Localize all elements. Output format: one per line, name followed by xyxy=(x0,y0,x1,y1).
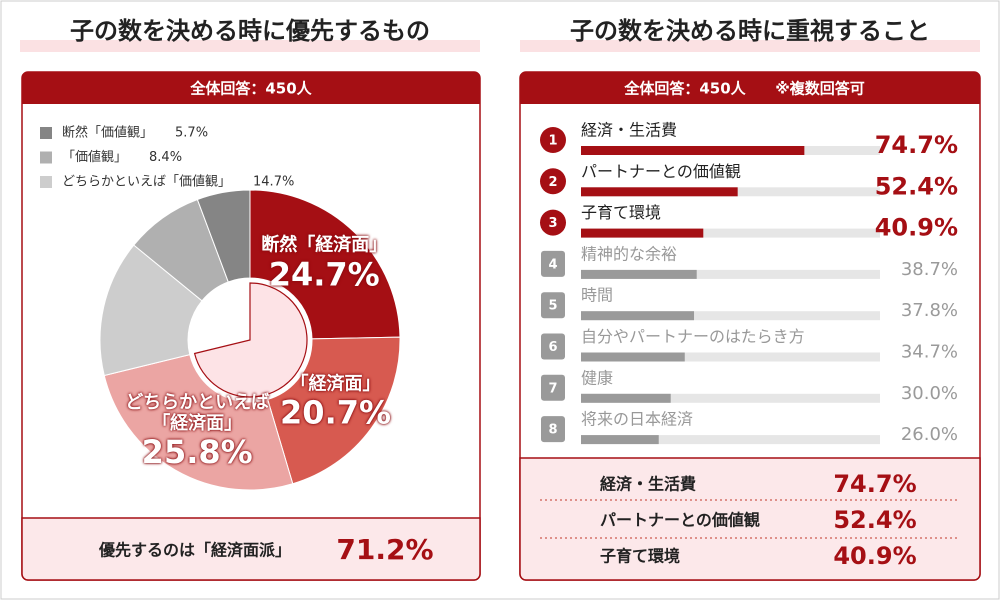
bar xyxy=(581,393,671,403)
value-label: 74.7% xyxy=(875,131,958,159)
highlight-label: 経済・生活費 xyxy=(600,475,696,494)
rank-badge xyxy=(540,209,566,236)
value-label: 34.7% xyxy=(901,342,958,363)
rank-badge xyxy=(540,127,566,153)
highlight-label: 子育て環境 xyxy=(600,547,680,566)
subtitle: 全体回答：450人 xyxy=(189,80,312,98)
value-label: 37.8% xyxy=(901,300,958,321)
slice-value: 24.7% xyxy=(268,255,380,294)
category-label: 経済・生活費 xyxy=(581,121,677,140)
slice-label: 断然「経済面」 24.7% xyxy=(244,234,404,294)
pie-slice xyxy=(249,189,401,340)
slice-label: 「経済面」 20.7% xyxy=(256,372,416,432)
pie-slice xyxy=(196,189,251,283)
slice-category: 「経済面」 xyxy=(290,372,381,394)
rank-badge xyxy=(540,168,566,195)
bar xyxy=(581,187,738,197)
category-label: 自分やパートナーのはたらき方 xyxy=(581,327,805,346)
highlight-value: 40.9% xyxy=(833,542,916,570)
note: ※複数回答可 xyxy=(775,80,865,98)
rank-badge xyxy=(541,292,565,319)
title-underline xyxy=(520,40,980,52)
bar-track xyxy=(581,269,880,279)
legend-swatch xyxy=(40,127,52,139)
rank-badge xyxy=(541,250,565,277)
pie-slice xyxy=(99,244,203,377)
slice-category: 断然「経済面」 xyxy=(261,234,388,256)
slice-value: 20.7% xyxy=(280,393,392,432)
legend-label: 「価値観」 xyxy=(62,149,127,165)
legend-label: 断然「価値観」 xyxy=(62,125,153,141)
bar xyxy=(581,146,805,155)
legend-swatch xyxy=(40,151,52,164)
value-label: 30.0% xyxy=(901,383,958,404)
rank: 2 xyxy=(548,175,557,190)
pie-slice xyxy=(103,354,294,491)
panel-header xyxy=(520,72,980,104)
bar-track xyxy=(581,352,880,362)
slice-label: どちらかといえば「経済面」 25.8% xyxy=(117,391,277,472)
rank: 7 xyxy=(548,381,557,396)
bar xyxy=(581,269,697,279)
category-label: パートナーとの価値観 xyxy=(581,162,741,181)
value-label: 38.7% xyxy=(901,259,958,280)
pie-slice xyxy=(267,336,401,485)
bar-track xyxy=(581,228,880,238)
highlight-label: パートナーとの価値観 xyxy=(600,511,760,530)
value-label: 52.4% xyxy=(875,172,958,200)
bar xyxy=(581,228,704,238)
summary-box xyxy=(519,457,981,581)
rank: 6 xyxy=(548,340,557,355)
category-label: 子育て環境 xyxy=(581,203,661,222)
slice-value: 25.8% xyxy=(141,433,253,472)
summary-label: 優先するのは「経済面派」 xyxy=(98,541,291,560)
bar xyxy=(581,435,659,445)
subtitle: 全体回答：450人 xyxy=(623,80,746,98)
legend-label: どちらかといえば「価値観」 xyxy=(62,174,231,190)
slice-category: どちらかといえば「経済面」 xyxy=(125,391,270,434)
rank-badge xyxy=(541,374,565,401)
title-underline xyxy=(20,40,480,52)
rank-badge xyxy=(541,416,565,443)
bar-track xyxy=(581,393,880,403)
rank: 1 xyxy=(548,134,557,149)
bar xyxy=(581,352,685,362)
chart-title: 子の数を決める時に重視すること xyxy=(570,17,930,45)
summary-value: 71.2% xyxy=(336,533,433,566)
highlight-value: 52.4% xyxy=(833,506,916,534)
value-label: 40.9% xyxy=(875,214,958,242)
bar-track xyxy=(581,435,880,445)
legend-value: 8.4% xyxy=(149,150,182,165)
highlight-value: 74.7% xyxy=(833,470,916,498)
bar xyxy=(581,311,695,321)
rank: 3 xyxy=(548,216,557,231)
rank: 4 xyxy=(548,257,557,272)
rank: 8 xyxy=(548,423,557,438)
category-label: 将来の日本経済 xyxy=(581,410,693,429)
legend-value: 5.7% xyxy=(175,126,208,141)
category-label: 健康 xyxy=(581,368,613,387)
rank-badge xyxy=(541,333,565,360)
value-label: 26.0% xyxy=(901,424,958,445)
rank: 5 xyxy=(548,299,557,314)
bar-track xyxy=(581,311,880,321)
summary-sector xyxy=(193,282,308,398)
panel-header xyxy=(22,72,480,104)
summary-box xyxy=(21,517,481,581)
legend-swatch xyxy=(40,176,52,188)
category-label: 精神的な余裕 xyxy=(581,244,677,263)
category-label: 時間 xyxy=(581,286,613,305)
legend-value: 14.7% xyxy=(253,175,294,190)
chart-title: 子の数を決める時に優先するもの xyxy=(70,17,430,45)
